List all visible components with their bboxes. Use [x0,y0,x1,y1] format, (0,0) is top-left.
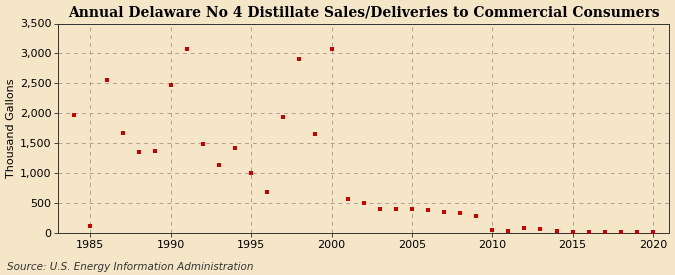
Point [647,230,658,234]
Point [149,148,160,153]
Point [487,228,497,232]
Point [455,211,466,216]
Point [165,83,176,87]
Point [294,57,305,61]
Point [262,190,273,195]
Point [326,46,337,51]
Point [423,208,433,213]
Point [310,131,321,136]
Point [567,230,578,234]
Point [117,130,128,135]
Point [439,210,450,214]
Point [632,230,643,234]
Point [390,207,401,211]
Point [101,78,112,82]
Title: Annual Delaware No 4 Distillate Sales/Deliveries to Commercial Consumers: Annual Delaware No 4 Distillate Sales/De… [68,6,659,20]
Point [551,229,562,234]
Text: Source: U.S. Energy Information Administration: Source: U.S. Energy Information Administ… [7,262,253,272]
Point [198,142,209,146]
Point [519,226,530,231]
Point [230,146,240,150]
Point [616,230,626,234]
Point [69,112,80,117]
Point [503,229,514,234]
Point [599,230,610,234]
Point [213,163,224,167]
Point [535,227,546,231]
Point [406,207,417,211]
Point [470,214,481,218]
Point [85,224,96,228]
Point [133,150,144,154]
Point [278,115,289,119]
Point [375,207,385,211]
Point [182,46,192,51]
Y-axis label: Thousand Gallons: Thousand Gallons [5,79,16,178]
Point [246,171,256,175]
Point [358,200,369,205]
Point [583,230,594,234]
Point [342,197,353,201]
